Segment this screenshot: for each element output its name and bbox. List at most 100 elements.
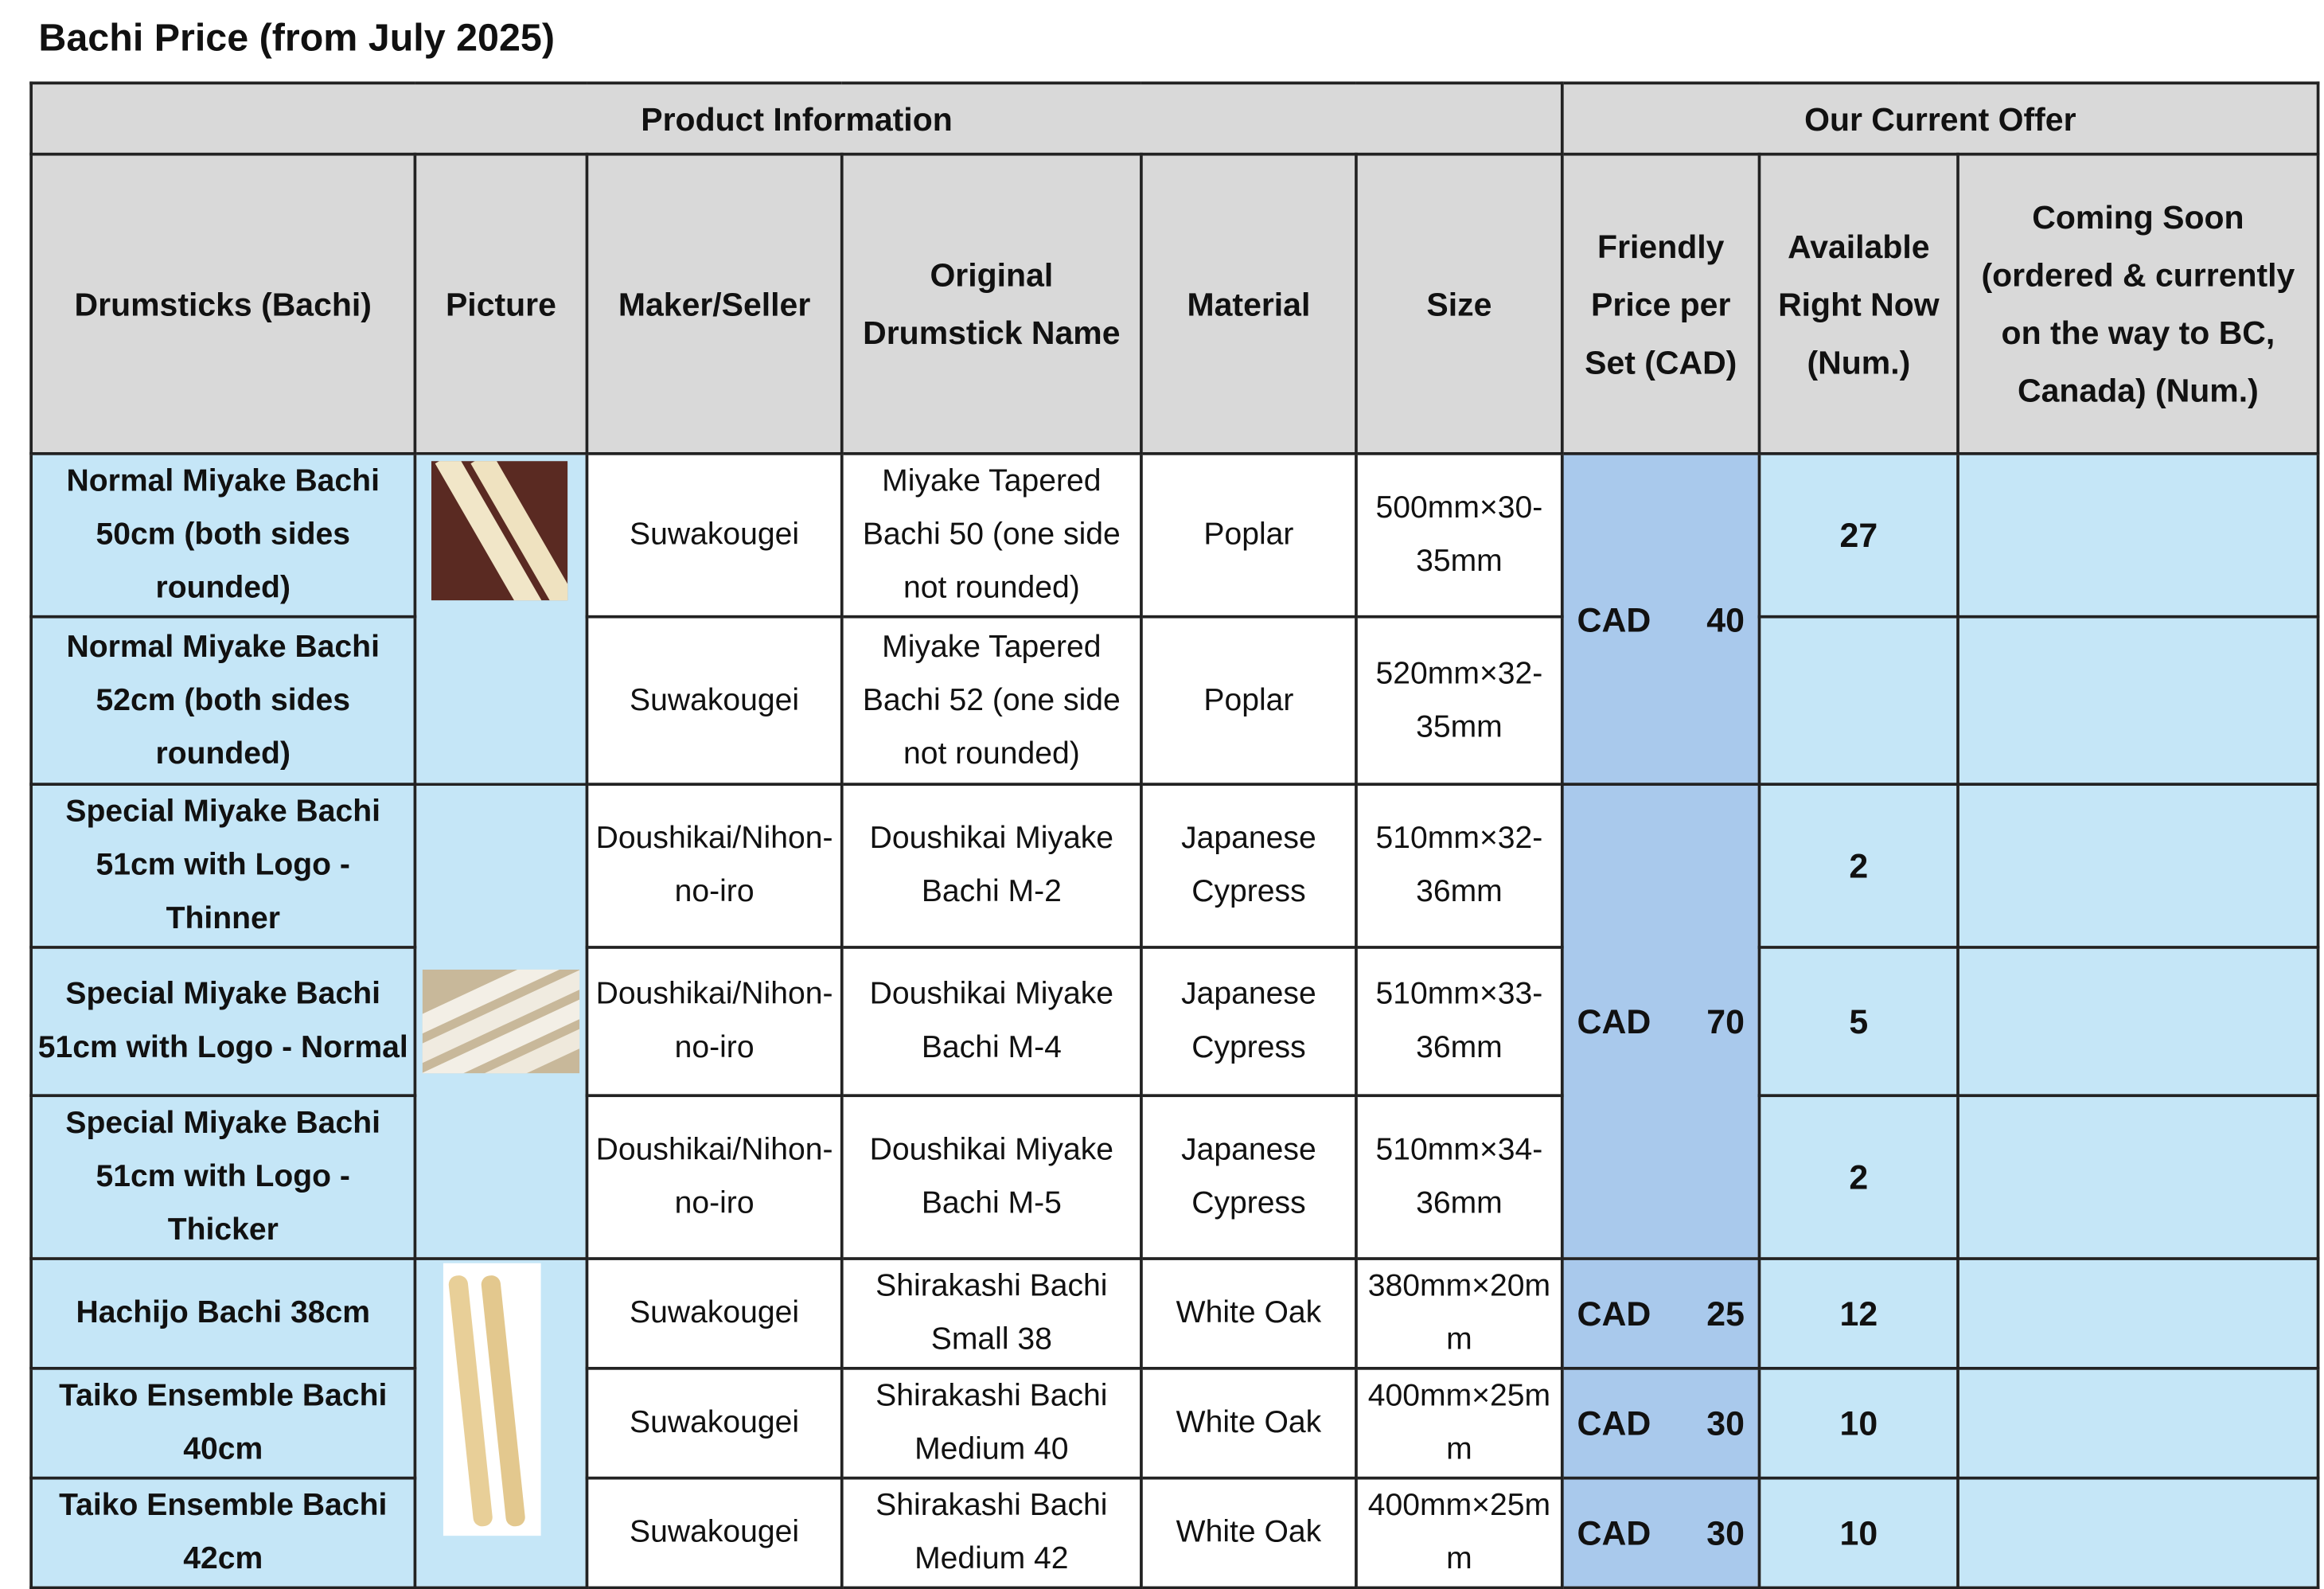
- picture: [413, 451, 589, 786]
- column-header: Material: [1140, 152, 1358, 455]
- column-header: Maker/Seller: [585, 152, 844, 455]
- header-row: Drumsticks (Bachi) Picture Maker/Seller Ori…: [29, 152, 2320, 455]
- coming-soon: [1956, 946, 2320, 1098]
- column-header: Drumsticks (Bachi): [29, 152, 417, 455]
- product-name: Taiko Ensemble Bachi 40cm: [29, 1366, 417, 1480]
- currency: CAD: [1577, 1294, 1651, 1333]
- size: 510mm×34-36mm: [1355, 1094, 1564, 1260]
- original-name: Doushikai Miyake Bachi M-2: [840, 783, 1143, 949]
- available: 2: [1757, 1094, 1959, 1260]
- maker: Suwakougei: [585, 615, 844, 786]
- maker: Doushikai/Nihon-no-iro: [585, 946, 844, 1098]
- picture: [413, 1257, 589, 1589]
- available: [1757, 615, 1959, 786]
- price-cell: CAD 70: [1561, 783, 1761, 1260]
- size: 400mm×25mm: [1355, 1366, 1564, 1480]
- column-header: Picture: [413, 152, 589, 455]
- data-row: Special Miyake Bachi 51cm with Logo - Th…: [29, 783, 2320, 1260]
- material: Poplar: [1140, 451, 1358, 619]
- group-header: Product Information: [29, 81, 1564, 156]
- product-name: Normal Miyake Bachi 50cm (both sides rou…: [29, 451, 417, 619]
- price-cell: CAD 25: [1561, 1257, 1761, 1370]
- material: Japanese Cypress: [1140, 783, 1358, 949]
- maker: Suwakougei: [585, 1257, 844, 1370]
- price-cell: CAD 30: [1561, 1366, 1761, 1480]
- column-header: Friendly Price per Set (CAD): [1561, 152, 1761, 455]
- material: White Oak: [1140, 1476, 1358, 1589]
- product-name: Special Miyake Bachi 51cm with Logo - Th…: [29, 1094, 417, 1260]
- maker: Suwakougei: [585, 1366, 844, 1480]
- price-table: Product Information Our Current Offer Drum…: [29, 81, 2320, 1589]
- product-name: Hachijo Bachi 38cm: [29, 1257, 417, 1370]
- coming-soon: [1956, 1366, 2320, 1480]
- original-name: Doushikai Miyake Bachi M-4: [840, 946, 1143, 1098]
- coming-soon: [1956, 451, 2320, 619]
- size: 500mm×30-35mm: [1355, 451, 1564, 619]
- size: 510mm×33-36mm: [1355, 946, 1564, 1098]
- data-row: Taiko Ensemble Bachi 40cm Suwakougei Shira…: [29, 1366, 2320, 1480]
- original-name: Shirakashi Bachi Small 38: [840, 1257, 1143, 1370]
- material: Poplar: [1140, 615, 1358, 786]
- photo: [431, 461, 568, 601]
- available: 10: [1757, 1366, 1959, 1480]
- currency: CAD: [1577, 1404, 1651, 1443]
- maker: Doushikai/Nihon-no-iro: [585, 783, 844, 949]
- currency: CAD: [1577, 1001, 1651, 1041]
- currency: CAD: [1577, 1513, 1651, 1552]
- original-name: Shirakashi Bachi Medium 40: [840, 1366, 1143, 1480]
- data-row: Taiko Ensemble Bachi 42cm Suwakougei Shira…: [29, 1476, 2320, 1589]
- material: White Oak: [1140, 1257, 1358, 1370]
- price: CAD 70: [1568, 995, 1753, 1048]
- page: Bachi Price (from July 2025) Product Inf…: [29, 15, 2320, 1589]
- picture: [413, 783, 589, 1260]
- amount: 30: [1706, 1513, 1745, 1552]
- column-header: Size: [1355, 152, 1564, 455]
- coming-soon: [1956, 1257, 2320, 1370]
- price-cell: CAD 30: [1561, 1476, 1761, 1589]
- product-name: Normal Miyake Bachi 52cm (both sides rou…: [29, 615, 417, 786]
- column-header: Available Right Now (Num.): [1757, 152, 1959, 455]
- data-row: Special Miyake Bachi 51cm with Logo - No…: [29, 946, 2320, 1098]
- size: 380mm×20mm: [1355, 1257, 1564, 1370]
- price: CAD 30: [1568, 1396, 1753, 1450]
- original-name: Doushikai Miyake Bachi M-5: [840, 1094, 1143, 1260]
- amount: 70: [1706, 1001, 1745, 1041]
- available: 5: [1757, 946, 1959, 1098]
- price: CAD 40: [1568, 592, 1753, 646]
- product-name: Special Miyake Bachi 51cm with Logo - Th…: [29, 783, 417, 949]
- data-row: Normal Miyake Bachi 52cm (both sides rou…: [29, 615, 2320, 786]
- maker: Doushikai/Nihon-no-iro: [585, 1094, 844, 1260]
- original-name: Shirakashi Bachi Medium 42: [840, 1476, 1143, 1589]
- size: 510mm×32-36mm: [1355, 783, 1564, 949]
- column-header: Original Drumstick Name: [840, 152, 1143, 455]
- group-row: Product Information Our Current Offer: [29, 81, 2320, 156]
- coming-soon: [1956, 783, 2320, 949]
- photo: [422, 969, 580, 1074]
- price-cell: CAD 40: [1561, 451, 1761, 786]
- coming-soon: [1956, 1094, 2320, 1260]
- data-row: Special Miyake Bachi 51cm with Logo - Th…: [29, 1094, 2320, 1260]
- data-row: Hachijo Bachi 38cm Suwakougei Shirakashi B…: [29, 1257, 2320, 1589]
- amount: 30: [1706, 1404, 1745, 1443]
- column-header: Coming Soon (ordered & currently on the …: [1956, 152, 2320, 455]
- product-name: Taiko Ensemble Bachi 42cm: [29, 1476, 417, 1589]
- coming-soon: [1956, 615, 2320, 786]
- amount: 25: [1706, 1294, 1745, 1333]
- material: Japanese Cypress: [1140, 946, 1358, 1098]
- material: Japanese Cypress: [1140, 1094, 1358, 1260]
- currency: CAD: [1577, 599, 1651, 638]
- group-header: Our Current Offer: [1561, 81, 2320, 156]
- maker: Suwakougei: [585, 1476, 844, 1589]
- photo: [443, 1263, 541, 1536]
- material: White Oak: [1140, 1366, 1358, 1480]
- price: CAD 30: [1568, 1506, 1753, 1560]
- available: 10: [1757, 1476, 1959, 1589]
- original-name: Miyake Tapered Bachi 52 (one side not ro…: [840, 615, 1143, 786]
- size: 400mm×25mm: [1355, 1476, 1564, 1589]
- available: 2: [1757, 783, 1959, 949]
- price: CAD 25: [1568, 1286, 1753, 1340]
- maker: Suwakougei: [585, 451, 844, 619]
- amount: 40: [1706, 599, 1745, 638]
- original-name: Miyake Tapered Bachi 50 (one side not ro…: [840, 451, 1143, 619]
- available: 27: [1757, 451, 1959, 619]
